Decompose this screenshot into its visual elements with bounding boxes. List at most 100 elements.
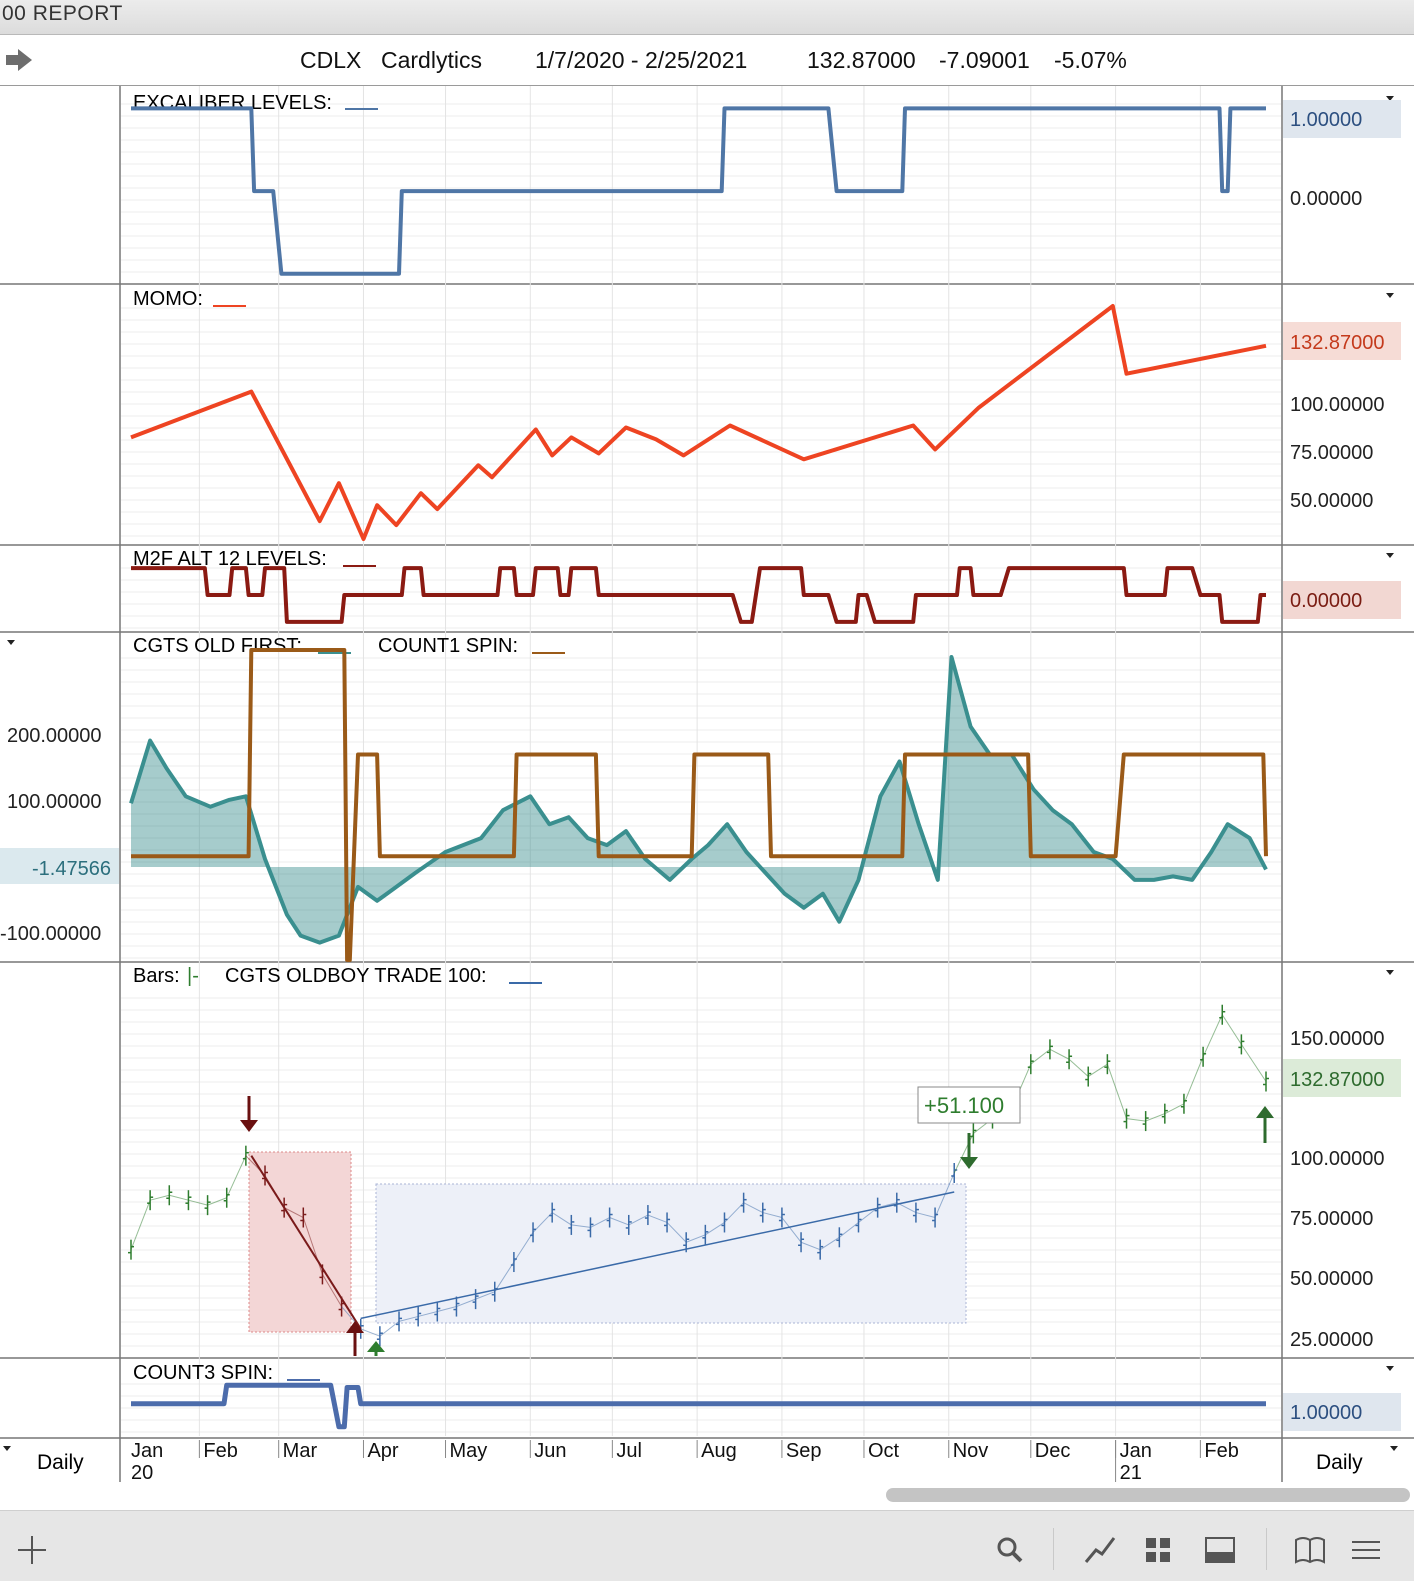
momo-tick-1: 75.00000: [1290, 442, 1373, 464]
month-label: Apr: [367, 1440, 398, 1462]
cgts-tick-2: -100.00000: [0, 923, 101, 945]
price-bar: [169, 1190, 192, 1211]
chart-line-icon[interactable]: [1080, 1530, 1120, 1570]
m2f-last-value: 0.00000: [1290, 590, 1362, 612]
bottom-toolbar: [0, 1510, 1414, 1581]
search-icon[interactable]: [990, 1530, 1030, 1570]
price-bar: [1164, 1093, 1187, 1115]
time-axis: Jan Feb Mar Apr May Jun Jul Aug Sep Oct Nov Dec Jan F…: [131, 1440, 1239, 1484]
price-bar: [1126, 1111, 1149, 1132]
month-label: Sep: [786, 1440, 822, 1462]
grid-icon[interactable]: [1138, 1530, 1178, 1570]
count1-title: COUNT1 SPIN:: [378, 635, 518, 657]
excaliber-menu-icon[interactable]: [1386, 96, 1394, 101]
window-title: 00 REPORT: [2, 2, 123, 25]
price-bar: [130, 1190, 154, 1250]
excaliber-line: [131, 106, 1266, 276]
toolbar-separator: [1053, 1528, 1054, 1570]
toolbar-separator: [1266, 1528, 1267, 1570]
m2f-last-box: [1283, 581, 1401, 619]
cgts-tick-0: 200.00000: [7, 725, 102, 747]
cgts-menu-icon[interactable]: [7, 640, 15, 645]
price-bar: [207, 1187, 230, 1208]
bars-tick-0: 150.00000: [1290, 1028, 1385, 1050]
month-label: Mar: [283, 1440, 318, 1462]
month-label: Oct: [868, 1440, 900, 1462]
book-icon[interactable]: [1290, 1530, 1330, 1570]
count3-last-box: [1283, 1393, 1401, 1431]
cgts-title: CGTS OLD FIRST:: [133, 635, 302, 657]
momo-menu-icon[interactable]: [1386, 293, 1394, 298]
year-label: 20: [131, 1462, 153, 1484]
price-bar: [1240, 1044, 1269, 1092]
signal-arrow-icon: [1256, 1106, 1274, 1118]
excaliber-title: EXCALIBER LEVELS:: [133, 92, 332, 114]
momo-tick-2: 50.00000: [1290, 490, 1373, 512]
month-label: Jun: [534, 1440, 566, 1462]
menu-icon[interactable]: [1346, 1530, 1386, 1570]
periodicity-right[interactable]: Daily: [1316, 1451, 1363, 1474]
drawdown-line: [250, 1155, 362, 1330]
cgts-last-box: [0, 848, 119, 884]
count3-last-value: 1.00000: [1290, 1402, 1362, 1424]
trade-line: [360, 1191, 955, 1320]
layout-icon[interactable]: [1200, 1530, 1240, 1570]
exit-arrow-icon: [960, 1157, 978, 1169]
cgts-area-fill: [131, 657, 1266, 943]
excaliber-tick-0: 0.00000: [1290, 188, 1362, 210]
add-icon[interactable]: [12, 1530, 52, 1570]
m2f-line: [131, 566, 1266, 624]
count3-line: [131, 1382, 1266, 1430]
company-name: Cardlytics: [381, 47, 482, 73]
year-label: 21: [1120, 1462, 1142, 1484]
series-layer: [128, 106, 1269, 1430]
count1-line: [131, 648, 1268, 962]
price-change: -7.09001: [939, 47, 1030, 73]
momo-tick-0: 100.00000: [1290, 394, 1385, 416]
value-axes: 1.00000 0.00000 100.00000 75.00000 50.00…: [0, 100, 1401, 1431]
m2f-menu-icon[interactable]: [1386, 553, 1394, 558]
momo-last-box: [1283, 322, 1401, 360]
bars-last-box: [1283, 1059, 1401, 1097]
left-period-menu-icon[interactable]: [3, 1446, 11, 1451]
momo-title: MOMO:: [133, 288, 203, 310]
momo-last-value: 132.87000: [1290, 332, 1385, 354]
count3-menu-icon[interactable]: [1386, 1366, 1394, 1371]
right-period-menu-icon[interactable]: [1390, 1446, 1398, 1451]
price-bar: [1030, 1039, 1053, 1065]
count3-title: COUNT3 SPIN:: [133, 1362, 273, 1384]
month-label: Nov: [953, 1440, 989, 1462]
buy-arrow-icon: [367, 1341, 385, 1352]
bars-tick-3: 50.00000: [1290, 1268, 1373, 1290]
price-bar: [1106, 1064, 1130, 1129]
trade-title: CGTS OLDBOY TRADE 100:: [225, 965, 487, 987]
bars-title: Bars:: [133, 965, 180, 987]
month-label: Feb: [1204, 1440, 1238, 1462]
bars-menu-icon[interactable]: [1386, 970, 1394, 975]
price-change-percent: -5.07%: [1054, 47, 1127, 73]
excaliber-last-box: [1283, 100, 1401, 138]
arrow-right-icon[interactable]: [4, 47, 34, 73]
chart-area[interactable]: EXCALIBER LEVELS: MOMO: M2F ALT 12 LEVEL…: [0, 86, 1414, 1488]
cgts-tick-1: 100.00000: [7, 791, 102, 813]
pane-frames: [0, 86, 1414, 1482]
m2f-title: M2F ALT 12 LEVELS:: [133, 548, 327, 570]
month-label: May: [450, 1440, 488, 1462]
date-range: 1/7/2020 - 2/25/2021: [535, 47, 748, 73]
month-label: Feb: [203, 1440, 237, 1462]
price-bar: [1202, 1004, 1226, 1057]
bars-tick-1: 100.00000: [1290, 1148, 1385, 1170]
trade-result-label: +51.100: [924, 1093, 1004, 1118]
periodicity-left[interactable]: Daily: [37, 1451, 84, 1474]
horizontal-scrollbar[interactable]: [886, 1488, 1410, 1502]
price-bar: [360, 1326, 383, 1347]
momo-line: [130, 304, 1267, 541]
bars-tick-2: 75.00000: [1290, 1208, 1373, 1230]
month-label: Jan: [1120, 1440, 1152, 1462]
symbol-info-bar: CDLX Cardlytics 1/7/2020 - 2/25/2021 132…: [0, 35, 1414, 86]
cgts-last-value: -1.47566: [32, 858, 111, 880]
cgts-area: [129, 655, 1268, 945]
window-titlebar: 00 REPORT: [0, 0, 1414, 35]
bars-legend-glyph: |-: [187, 965, 199, 987]
grid-lines: [121, 86, 1281, 1436]
